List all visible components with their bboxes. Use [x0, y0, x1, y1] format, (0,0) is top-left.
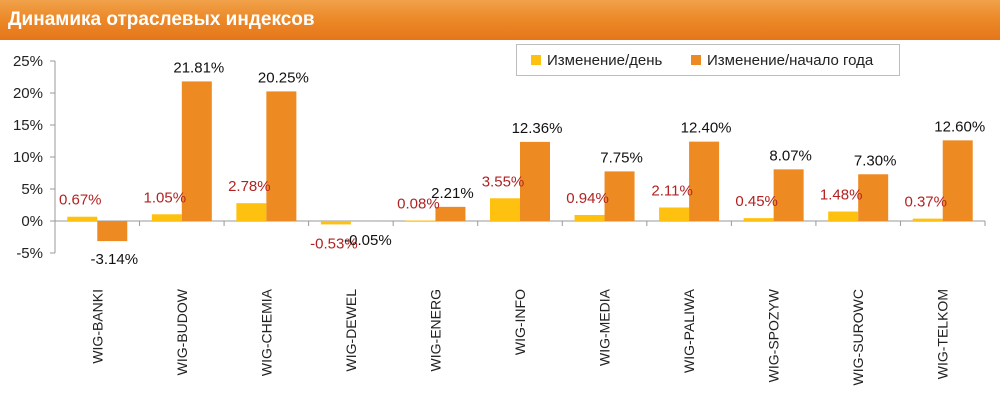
data-label-daily: -0.53% — [310, 235, 358, 252]
bar-ytd-wig-banki — [97, 221, 128, 242]
bar-ytd-wig-budow — [181, 81, 212, 221]
data-label-daily: 2.78% — [228, 178, 271, 195]
data-label-daily: 1.05% — [144, 189, 187, 206]
x-tick-label: WIG-BANKI — [89, 289, 105, 364]
y-tick-label: 10% — [13, 149, 43, 166]
data-label-daily: 0.94% — [566, 190, 609, 207]
data-label-ytd: 20.25% — [258, 69, 309, 86]
x-tick-label: WIG-BUDOW — [174, 288, 190, 375]
data-label-ytd: 7.30% — [854, 152, 897, 169]
x-tick-label: WIG-PALIWA — [681, 288, 697, 373]
bar-daily-wig-energ — [405, 220, 436, 221]
legend-label-daily: Изменение/день — [547, 52, 663, 69]
data-label-ytd: 7.75% — [600, 149, 643, 166]
data-label-ytd: 21.81% — [173, 59, 224, 76]
x-tick-label: WIG-INFO — [512, 289, 528, 355]
bar-ytd-wig-surowc — [858, 174, 889, 221]
y-tick-label: 25% — [13, 53, 43, 70]
bar-daily-wig-spozyw — [743, 218, 774, 221]
bar-ytd-wig-spozyw — [773, 169, 804, 221]
bar-daily-wig-info — [490, 198, 520, 221]
x-tick-label: WIG-ENERG — [427, 289, 443, 371]
data-label-daily: 2.11% — [651, 182, 692, 199]
bar-daily-wig-surowc — [828, 211, 859, 221]
chart-title: Динамика отраслевых индексов — [8, 9, 315, 30]
x-tick-label: WIG-SUROWC — [850, 289, 866, 385]
bar-ytd-wig-media — [604, 171, 635, 221]
x-tick-label: WIG-TELKOM — [935, 289, 951, 379]
bar-ytd-wig-paliwa — [689, 141, 720, 221]
data-label-ytd: 8.07% — [769, 147, 812, 164]
x-tick-label: WIG-DEWEL — [343, 289, 359, 372]
legend-swatch-daily — [531, 55, 541, 65]
data-label-daily: 0.45% — [735, 193, 778, 210]
y-tick-label: 0% — [21, 213, 43, 230]
data-label-ytd: 12.60% — [934, 118, 985, 135]
x-tick-label: WIG-SPOZYW — [766, 288, 782, 382]
x-tick-label: WIG-MEDIA — [597, 288, 613, 366]
legend-label-ytd: Изменение/начало года — [707, 52, 874, 69]
bar-ytd-wig-telkom — [942, 140, 973, 221]
y-tick-label: 15% — [13, 117, 43, 134]
bar-daily-wig-dewel — [320, 221, 351, 225]
bar-daily-wig-paliwa — [659, 207, 690, 221]
data-label-daily: 0.08% — [397, 195, 440, 212]
y-tick-label: 20% — [13, 85, 43, 102]
data-label-ytd: -0.05% — [344, 232, 392, 249]
bar-ytd-wig-dewel — [350, 221, 381, 222]
chart-header: Динамика отраслевых индексов — [0, 0, 1000, 40]
bar-daily-wig-chemia — [236, 203, 267, 221]
legend-item-daily: Изменение/день — [531, 52, 662, 69]
bar-ytd-wig-info — [520, 141, 550, 221]
data-label-ytd: 2.21% — [431, 185, 474, 202]
data-label-daily: 1.48% — [820, 187, 863, 204]
data-label-ytd: 12.40% — [681, 120, 732, 137]
legend-swatch-ytd — [691, 55, 701, 65]
y-tick-label: -5% — [16, 245, 43, 262]
data-label-ytd: 12.36% — [512, 120, 563, 137]
legend-item-ytd: Изменение/начало года — [691, 52, 873, 69]
bar-daily-wig-media — [574, 214, 605, 221]
data-label-daily: 3.55% — [482, 173, 525, 190]
chart-legend: Изменение/день Изменение/начало года — [516, 44, 900, 76]
y-tick-label: 5% — [21, 181, 43, 198]
bar-daily-wig-telkom — [912, 218, 943, 221]
data-label-ytd: -3.14% — [91, 251, 139, 268]
data-label-daily: 0.67% — [59, 192, 102, 209]
data-label-daily: 0.37% — [904, 194, 947, 211]
bar-daily-wig-budow — [151, 214, 182, 221]
bar-ytd-wig-energ — [435, 206, 466, 221]
bar-ytd-wig-chemia — [266, 91, 297, 222]
x-tick-label: WIG-CHEMIA — [258, 288, 274, 376]
bar-daily-wig-banki — [67, 216, 98, 221]
